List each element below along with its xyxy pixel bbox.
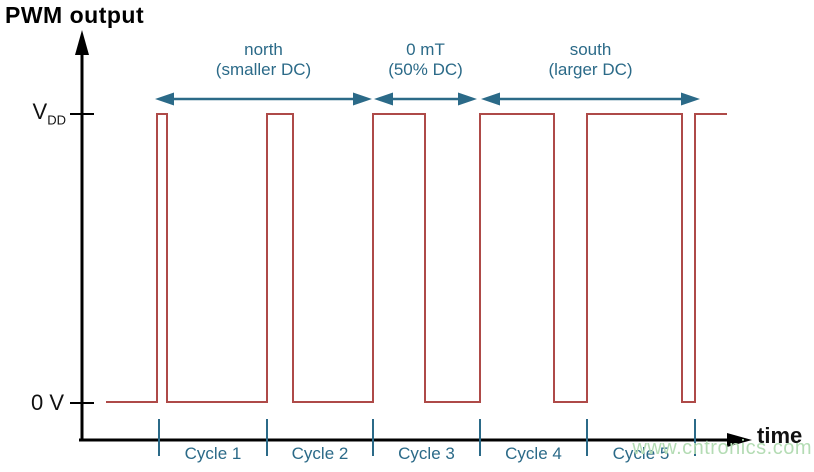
pwm-waveform bbox=[106, 113, 727, 403]
y-axis-label-vdd: VDD bbox=[16, 99, 66, 127]
arrow-left-head-icon bbox=[155, 92, 174, 106]
annotation-south-line1: south bbox=[569, 40, 612, 59]
cycle-label-1: Cycle 1 bbox=[184, 444, 242, 463]
annotation-north-line2: (smaller DC) bbox=[215, 60, 312, 79]
y-axis-label-0v: 0 V bbox=[30, 390, 64, 415]
arrow-left-head-icon bbox=[374, 92, 393, 106]
vdd-main: V bbox=[32, 99, 48, 124]
annotation-south-line2: (larger DC) bbox=[548, 60, 633, 79]
annotation-north-line1: north bbox=[244, 40, 283, 59]
arrow-left-head-icon bbox=[481, 92, 500, 106]
cycle-label-2: Cycle 2 bbox=[291, 444, 349, 463]
annotation-zero-mt-line1: 0 mT bbox=[406, 40, 445, 59]
x-axis-label-time: time bbox=[757, 423, 803, 448]
vdd-subscript: DD bbox=[47, 112, 66, 128]
x-axis-arrowhead-icon bbox=[727, 433, 752, 447]
annotation-south: south (larger DC) bbox=[548, 40, 632, 80]
cycle-label-5: Cycle 5 bbox=[612, 444, 670, 463]
annotation-zero-mt-line2: (50% DC) bbox=[388, 60, 463, 79]
annotation-north: north (smaller DC) bbox=[216, 40, 311, 80]
watermark-text: www.cntronics.com bbox=[632, 437, 812, 459]
cycle-label-4: Cycle 4 bbox=[505, 444, 562, 463]
annotation-zero-mt: 0 mT (50% DC) bbox=[388, 40, 463, 80]
arrow-right-head-icon bbox=[458, 92, 477, 106]
arrow-right-head-icon bbox=[353, 92, 372, 106]
arrow-right-head-icon bbox=[681, 92, 700, 106]
diagram-title: PWM output bbox=[5, 2, 145, 28]
cycle-label-3: Cycle 3 bbox=[398, 444, 455, 463]
y-axis-arrowhead-icon bbox=[75, 30, 89, 55]
